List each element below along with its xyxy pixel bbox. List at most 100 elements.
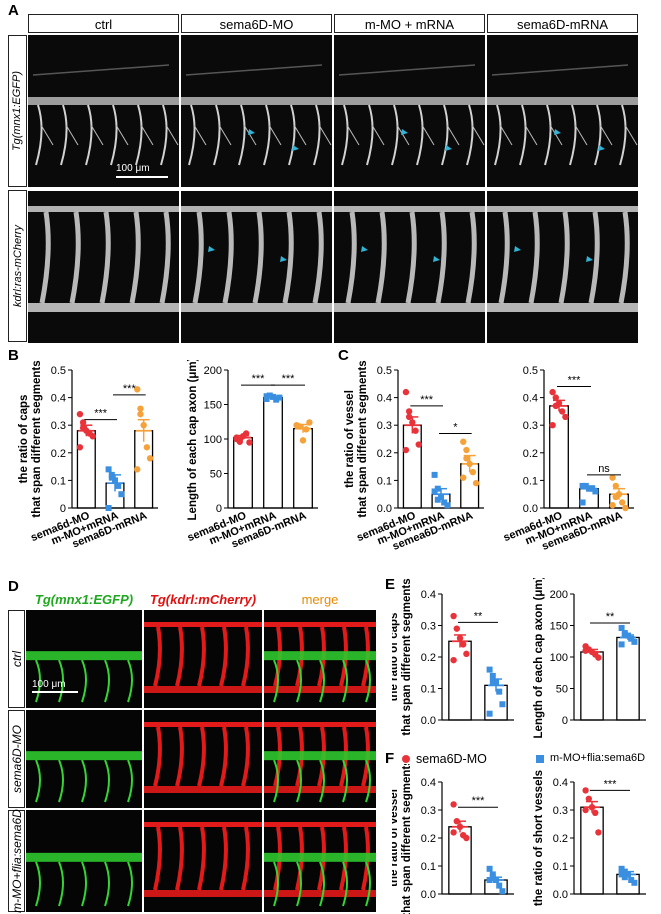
data-point	[579, 482, 586, 489]
data-point	[472, 479, 480, 487]
data-point	[134, 386, 141, 393]
data-point	[456, 823, 464, 830]
column-header-sema6d-mo: sema6D-MO	[181, 14, 332, 33]
micrograph-d-r2-c0	[26, 810, 142, 912]
data-point	[270, 393, 276, 400]
y-tick-label: 0.1	[377, 475, 392, 487]
y-tick-label: 0	[562, 715, 568, 727]
bar-1	[616, 636, 640, 721]
legend-marker-m-mo-flia	[536, 755, 544, 763]
data-point	[296, 423, 303, 430]
column-header-ctrl: ctrl	[28, 14, 179, 33]
y-axis-label: the ratio of caps	[18, 395, 30, 484]
micrograph-a-r1-c2	[334, 191, 485, 343]
y-tick-label: 0.5	[51, 365, 66, 377]
bar-0	[402, 424, 422, 509]
data-point	[582, 647, 589, 654]
y-axis-label: that span different segments	[357, 360, 369, 517]
micrograph-a-r1-c3	[487, 191, 638, 343]
y-tick-label: 0.1	[523, 475, 538, 487]
arrowhead-a-r0-c2-0	[401, 129, 408, 135]
data-point	[463, 650, 470, 658]
row-label-kdrl: kdrl:ras-mCherry	[8, 190, 27, 342]
y-tick-label: 50	[556, 684, 568, 696]
data-point	[236, 436, 243, 443]
panel-a: ctrl sema6D-MO m-MO + mRNA sema6D-mRNA T…	[8, 14, 653, 344]
micrograph-d-r1-c1	[144, 710, 262, 808]
data-point	[489, 672, 496, 679]
data-point	[628, 635, 635, 642]
data-point	[552, 402, 559, 410]
bar-1	[263, 396, 283, 509]
y-tick-label: 100	[204, 434, 222, 446]
arrowhead-a-r1-c1-0	[208, 246, 215, 252]
y-tick-label: 0.1	[421, 684, 436, 696]
column-header-m-mo-mrna: m-MO + mRNA	[334, 14, 485, 33]
data-point	[621, 868, 628, 875]
data-point	[549, 422, 556, 429]
data-point	[489, 874, 496, 881]
data-point	[609, 474, 616, 481]
data-point	[405, 413, 413, 421]
data-point	[625, 632, 631, 639]
y-axis-label: that span different segments	[401, 578, 413, 735]
data-point	[412, 427, 419, 434]
data-point	[486, 877, 493, 883]
y-tick-label: 0.4	[421, 589, 436, 601]
micrograph-a-r0-c0	[28, 35, 179, 187]
y-tick-label: 0.4	[421, 777, 436, 789]
y-tick-label: 200	[204, 365, 222, 377]
arrowhead-a-r1-c2-0	[361, 246, 368, 252]
bar-0	[580, 651, 604, 721]
y-tick-label: 0.3	[51, 420, 66, 432]
data-point	[588, 804, 596, 811]
data-point	[243, 430, 250, 437]
data-point	[402, 388, 410, 396]
arrowhead-a-r0-c2-1	[445, 145, 452, 151]
y-tick-label: 0.2	[377, 448, 392, 460]
data-point	[450, 656, 457, 664]
chart-f2: 0.0 0.1 0.2 0.3 0.4 the ratio of short vessel…	[533, 770, 646, 906]
y-tick-label: 0.0	[421, 715, 436, 727]
chart-b1: 0 0.1 0.2 0.3 0.4 0.5 the ratio of caps that sp…	[18, 360, 158, 551]
data-point	[89, 433, 96, 440]
channel-header-mcherry: Tg(kdrl:mCherry)	[149, 592, 257, 607]
y-tick-label: 50	[210, 469, 222, 481]
data-point	[595, 829, 602, 836]
data-point	[134, 466, 141, 473]
data-point	[622, 504, 629, 512]
data-point	[496, 882, 503, 889]
data-point	[79, 419, 87, 426]
bar-0	[580, 806, 604, 895]
micrograph-a-r1-c1	[181, 191, 332, 343]
y-tick-label: 0.5	[523, 365, 538, 377]
data-point	[303, 426, 310, 433]
bar-0	[233, 436, 253, 509]
y-tick-label: 0.0	[553, 889, 568, 901]
chart-c2: 0.00.10.20.30.40.5sema6d-MOm-MO+mRNAseme…	[502, 365, 634, 553]
data-point	[115, 482, 122, 489]
y-axis-label: the ratio of short vessels	[533, 770, 545, 906]
panel-letter-d: D	[8, 578, 19, 595]
channel-header-merge: merge	[301, 592, 339, 607]
micrograph-d-r2-c1	[144, 810, 262, 912]
data-point	[631, 879, 638, 886]
panel-letter-b: B	[8, 347, 19, 364]
micrograph-d-r2-c2	[264, 810, 376, 912]
column-header-sema6d-mrna: sema6D-mRNA	[487, 14, 638, 33]
significance-label: ***	[472, 795, 486, 807]
data-point	[499, 701, 506, 708]
significance-label: ***	[94, 408, 108, 420]
data-point	[266, 392, 273, 399]
data-point	[612, 493, 619, 501]
arrowhead-a-r1-c3-1	[586, 256, 593, 262]
data-point	[431, 471, 438, 478]
data-point	[618, 641, 625, 648]
micrograph-d-r0-c1	[144, 610, 262, 708]
chart-e2: 0 50 100 150 200 Length of each cap axon (μm)…	[533, 578, 646, 738]
legend-marker-sema6d-mo	[402, 755, 410, 763]
y-tick-label: 0	[216, 503, 222, 515]
data-point	[438, 493, 444, 500]
data-point	[263, 393, 270, 400]
significance-label: ns	[598, 463, 610, 475]
